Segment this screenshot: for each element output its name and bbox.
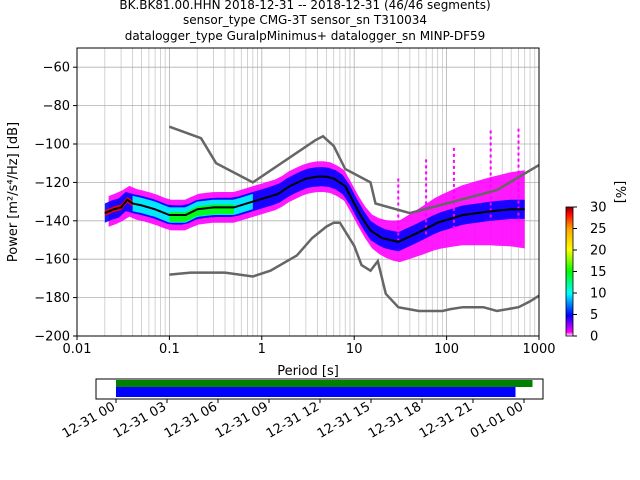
- y-tick-label: −140: [34, 214, 70, 229]
- x-tick-label: 0.1: [159, 342, 180, 357]
- colorbar-tick-label: 25: [590, 222, 607, 237]
- timeline-bars: [116, 380, 533, 397]
- timeline-bar-psd: [116, 387, 516, 397]
- mode-line: [104, 175, 525, 243]
- y-axis-label: Power [m²/s⁴/Hz] [dB]: [6, 122, 21, 262]
- low-noise-model: [169, 221, 540, 313]
- x-tick-label: 1: [258, 342, 266, 357]
- timeline-tick-label: 12-31 18: [366, 399, 424, 441]
- timeline-tick-label: 12-31 15: [315, 399, 373, 441]
- x-tick-label: 100: [434, 342, 459, 357]
- timeline-tick-label: 12-31 09: [213, 399, 271, 441]
- y-tick-label: −120: [34, 176, 70, 191]
- y-tick-label: −100: [34, 138, 70, 153]
- colorbar-tick-label: 0: [590, 330, 598, 345]
- y-tick-label: −180: [34, 291, 70, 306]
- mode-curve: [104, 175, 525, 243]
- colorbar-tick-label: 20: [590, 244, 607, 259]
- title-line-3: datalogger_type GuralpMinimus+ datalogge…: [125, 29, 486, 43]
- x-axis-ticks: 0.01 0.1 1 10 100 1000: [63, 336, 556, 357]
- timeline-tick-label: 12-31 03: [111, 399, 169, 441]
- x-tick-label: 0.01: [63, 342, 92, 357]
- colorbar-tick-label: 10: [590, 287, 607, 302]
- plot-frame: [76, 47, 540, 337]
- timeline-tick-label: 01-01 00: [468, 399, 526, 441]
- colorbar-tick-label: 30: [590, 201, 607, 216]
- colorbar-gradient: [565, 206, 574, 337]
- y-tick-label: −200: [34, 330, 70, 345]
- timeline-bar-data: [116, 380, 533, 387]
- y-tick-label: −160: [34, 253, 70, 268]
- colorbar-ticks: 0 5 10 15 20 25 30: [573, 201, 607, 345]
- colorbar-label: [%]: [612, 181, 627, 204]
- colorbar-tick-label: 5: [590, 308, 598, 323]
- x-tick-label: 1000: [522, 342, 555, 357]
- timeline-tick-label: 12-31 06: [162, 399, 220, 441]
- density-band-10-percent: [132, 193, 253, 223]
- x-axis-label: Period [s]: [277, 364, 339, 379]
- title-line-2: sensor_type CMG-3T sensor_sn T310034: [183, 13, 427, 27]
- timeline-tick-label: 12-31 00: [60, 399, 118, 441]
- noise-models: [168, 125, 540, 313]
- density-band-15-percent: [169, 204, 234, 222]
- title-line-1: BK.BK81.00.HHN 2018-12-31 -- 2018-12-31 …: [119, 0, 490, 12]
- density-band-5-percent: [104, 167, 525, 252]
- y-tick-label: −80: [43, 99, 70, 114]
- x-tick-label: 10: [346, 342, 363, 357]
- colorbar-tick-label: 15: [590, 265, 607, 280]
- timeline-tick-label: 12-31 21: [417, 399, 475, 441]
- psd-plot: 0.01 0.1 1 10 100 1000 −200 −180 −160 −140 −120 −1…: [6, 47, 556, 379]
- high-noise-model: [168, 125, 540, 215]
- y-axis-ticks: −200 −180 −160 −140 −120 −100 −80 −60: [34, 61, 77, 345]
- colorbar: 0 5 10 15 20 25 30 [%]: [565, 181, 627, 345]
- y-tick-label: −60: [43, 61, 70, 76]
- timeline-tick-label: 12-31 12: [264, 399, 322, 441]
